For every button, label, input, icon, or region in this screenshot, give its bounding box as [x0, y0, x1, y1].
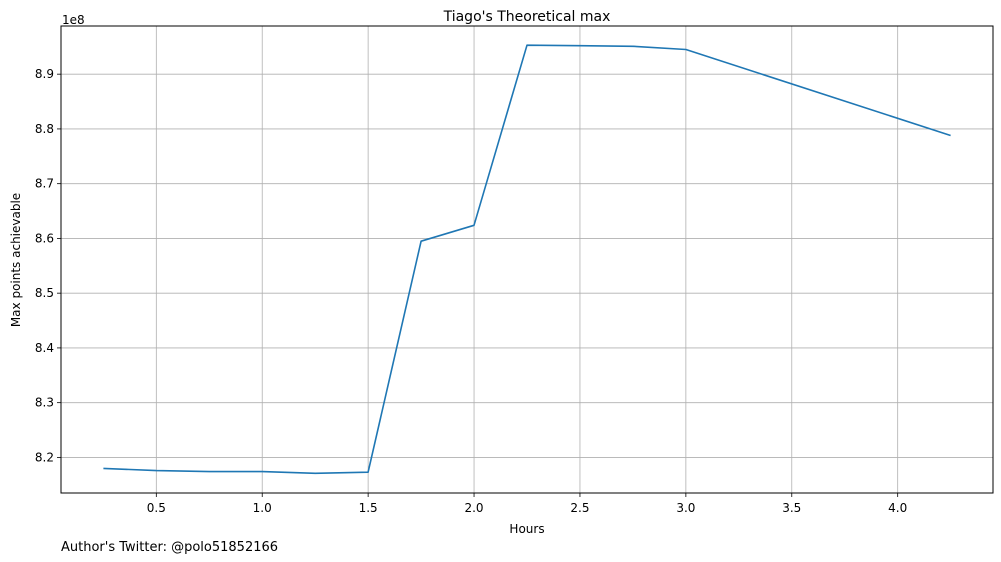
y-tick-label: 8.5: [35, 286, 54, 300]
x-tick-label: 0.5: [147, 501, 166, 515]
y-offset-label: 1e8: [62, 13, 85, 27]
series-line: [103, 44, 951, 475]
y-tick-label: 8.7: [35, 177, 54, 191]
x-tick-label: 2.0: [464, 501, 483, 515]
y-tick-label: 8.3: [35, 396, 54, 410]
x-tick-label: 1.5: [359, 501, 378, 515]
plot-frame: [60, 25, 994, 494]
y-tick-label: 8.6: [35, 231, 54, 245]
y-tick-label: 8.8: [35, 122, 54, 136]
x-tick-label: 3.0: [676, 501, 695, 515]
y-tick-label: 8.4: [35, 341, 54, 355]
chart-title: Tiago's Theoretical max: [443, 9, 611, 25]
x-tick-label: 1.0: [253, 501, 272, 515]
y-axis-ticks: 8.2 8.3 8.4 8.5 8.6 8.7 8.8 8.9: [35, 67, 61, 464]
x-tick-label: 4.0: [888, 501, 907, 515]
x-tick-label: 3.5: [782, 501, 801, 515]
x-axis-label: Hours: [509, 522, 544, 536]
series-layer: [103, 44, 951, 475]
y-axis-label: Max points achievable: [9, 193, 23, 327]
author-note: Author's Twitter: @polo51852166: [61, 540, 278, 555]
y-tick-label: 8.9: [35, 67, 54, 81]
grid-lines: [61, 26, 993, 493]
x-tick-label: 2.5: [570, 501, 589, 515]
x-axis-ticks: 0.5 1.0 1.5 2.0 2.5 3.0 3.5 4.0: [147, 493, 907, 515]
y-tick-label: 8.2: [35, 450, 54, 464]
